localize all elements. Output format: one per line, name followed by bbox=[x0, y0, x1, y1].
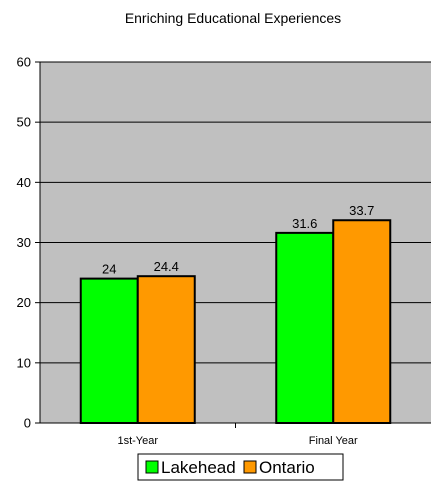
y-tick-label: 50 bbox=[17, 115, 31, 130]
y-tick-label: 10 bbox=[17, 355, 31, 370]
y-tick-label: 30 bbox=[17, 235, 31, 250]
bar bbox=[136, 275, 196, 424]
data-label: 24.4 bbox=[154, 259, 179, 274]
plot-area: 0 10 20 30 40 50 60 24 24.4 1st-Year 31.6 33.7 Final… bbox=[17, 55, 431, 447]
legend-box bbox=[137, 453, 344, 481]
x-tick-label: 1st-Year bbox=[117, 435, 158, 447]
legend-swatch bbox=[145, 460, 159, 474]
bar bbox=[275, 231, 335, 424]
legend-label: Ontario bbox=[259, 458, 315, 477]
data-label: 33.7 bbox=[349, 203, 374, 218]
y-tick-label: 20 bbox=[17, 295, 31, 310]
y-tick-label: 40 bbox=[17, 175, 31, 190]
y-tick-label: 60 bbox=[17, 55, 31, 70]
x-tick-label: Final Year bbox=[309, 435, 358, 447]
chart-title: Enriching Educational Experiences bbox=[125, 10, 341, 26]
legend-swatch bbox=[243, 460, 257, 474]
bar bbox=[79, 277, 139, 424]
bar bbox=[332, 219, 392, 424]
y-tick-label: 0 bbox=[24, 416, 31, 431]
legend-label: Lakehead bbox=[161, 458, 236, 477]
legend: Lakehead Ontario bbox=[137, 453, 344, 481]
data-label: 24 bbox=[102, 262, 116, 277]
data-label: 31.6 bbox=[292, 216, 317, 231]
